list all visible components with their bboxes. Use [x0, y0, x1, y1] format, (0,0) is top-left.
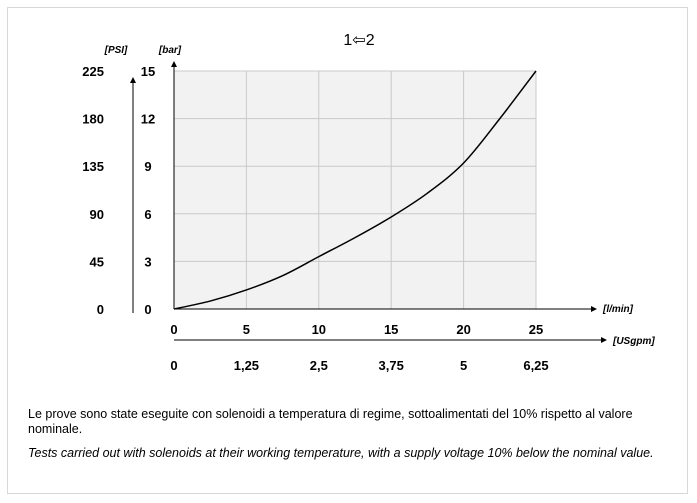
lmin-unit-label: [l/min]: [602, 304, 634, 315]
y-tick-label-psi: 90: [90, 207, 104, 222]
y-tick-label-psi: 225: [82, 64, 104, 79]
x-tick-label-usgpm: 3,75: [379, 358, 404, 373]
bar-unit-label: [bar]: [158, 45, 182, 56]
english-note: Tests carried out with solenoids at thei…: [28, 446, 654, 460]
pressure-curve: [173, 70, 537, 310]
x-tick-label-usgpm: 6,25: [523, 358, 548, 373]
y-tick-label-psi: 180: [82, 112, 104, 127]
usgpm-unit-label: [USgpm]: [612, 336, 655, 347]
chart-title: 1⇦2: [343, 32, 374, 49]
y-tick-label-bar: 0: [144, 302, 151, 317]
x-tick-label-lmin: 5: [243, 322, 250, 337]
psi-unit-label: [PSI]: [104, 45, 128, 56]
y-tick-label-psi: 135: [82, 159, 104, 174]
y-tick-label-bar: 6: [144, 207, 151, 222]
x-tick-label-usgpm: 0: [170, 358, 177, 373]
y-tick-label-bar: 9: [144, 159, 151, 174]
chart-card: 1⇦2 0 5 10 15 20 25 0 1,25 2,5 3,75 5 6,25 0 3 6 9 12 15 0…: [7, 7, 688, 494]
x-tick-label-usgpm: 2,5: [310, 358, 328, 373]
plot-background: [174, 71, 536, 309]
x-tick-label-lmin: 0: [170, 322, 177, 337]
x-tick-label-usgpm: 1,25: [234, 358, 259, 373]
x-tick-label-lmin: 20: [456, 322, 470, 337]
x-tick-label-usgpm: 5: [460, 358, 467, 373]
y-tick-label-psi: 45: [90, 254, 104, 269]
x-tick-label-lmin: 15: [384, 322, 398, 337]
italian-note: Le prove sono state eseguite con solenoi…: [28, 407, 633, 436]
plot-layer: 0 5 10 15 20 25 0 1,25 2,5 3,75 5 6,25 0 3 6 9 12 15 0 45 90…: [82, 45, 655, 373]
y-tick-label-bar: 15: [141, 64, 155, 79]
x-tick-label-lmin: 10: [312, 322, 326, 337]
pressure-flow-chart: 1⇦2 0 5 10 15 20 250 1,25 2,5 3,75 5 6,25036912150…: [82, 32, 655, 373]
y-tick-label-bar: 3: [144, 254, 151, 269]
y-tick-label-psi: 0: [97, 302, 104, 317]
x-tick-label-lmin: 25: [529, 322, 543, 337]
y-tick-label-bar: 12: [141, 112, 155, 127]
